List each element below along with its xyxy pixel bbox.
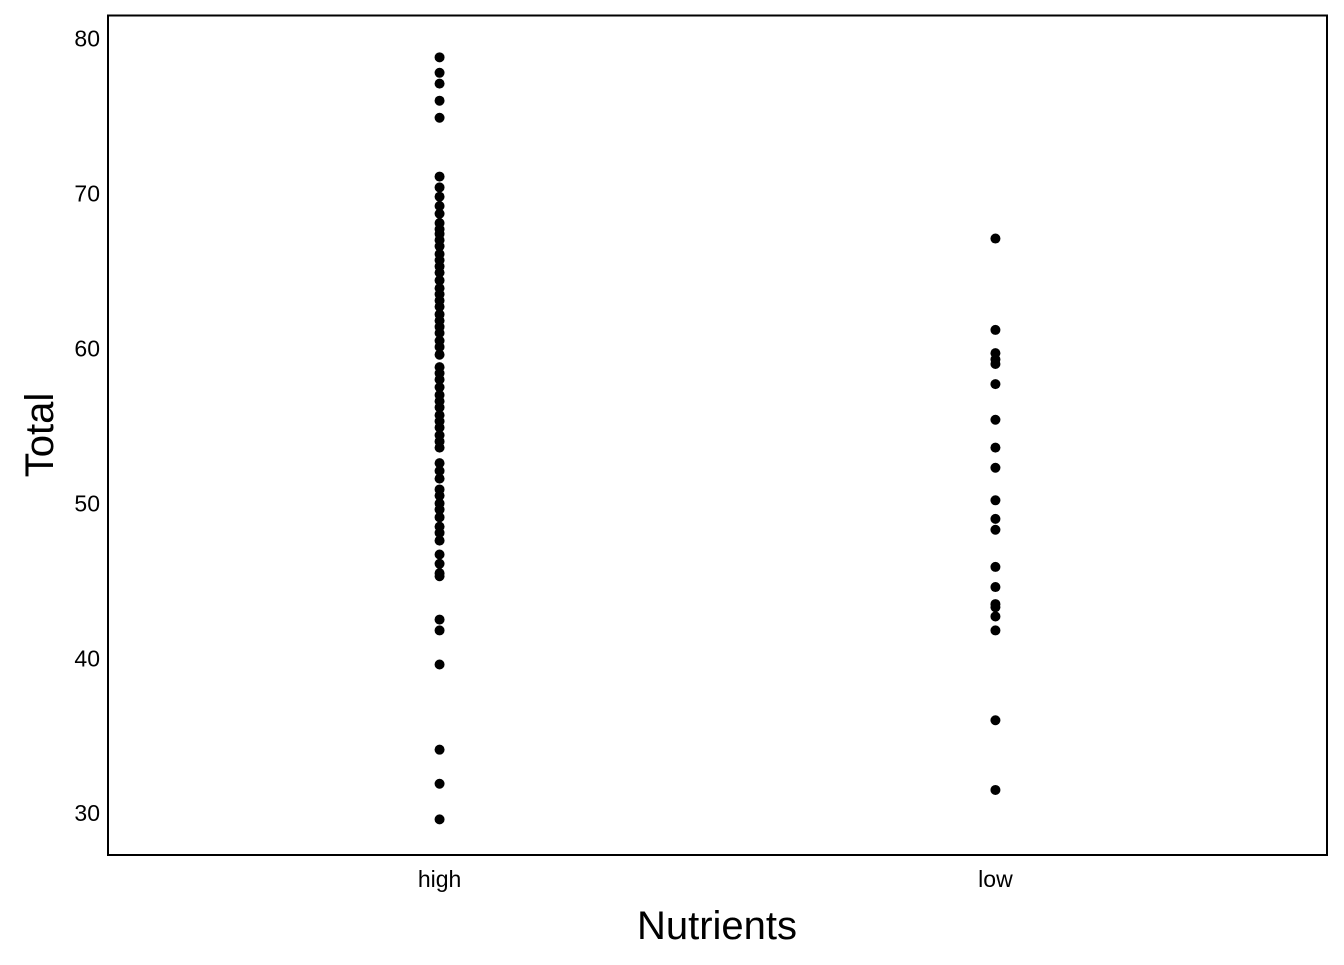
data-point-low: [990, 513, 1001, 524]
data-point-high: [434, 374, 445, 385]
y-tick-label: 50: [74, 490, 100, 516]
data-point-high: [434, 275, 445, 286]
data-point-high: [434, 349, 445, 360]
data-point-high: [434, 422, 445, 433]
data-point-high: [434, 67, 445, 78]
data-point-high: [434, 571, 445, 582]
data-point-high: [434, 382, 445, 393]
plot-panel-border: [107, 14, 1328, 856]
data-point-high: [434, 778, 445, 789]
data-point-high: [434, 442, 445, 453]
data-point-low: [990, 784, 1001, 795]
x-axis-ticks: high low: [418, 866, 1013, 892]
data-point-high: [434, 814, 445, 825]
data-point-high: [434, 341, 445, 352]
data-point-low: [990, 233, 1001, 244]
data-point-low: [990, 611, 1001, 622]
y-axis-title: Total: [18, 393, 62, 478]
data-point-high: [434, 625, 445, 636]
data-point-high: [434, 171, 445, 182]
data-points: [434, 52, 1001, 825]
y-tick-label: 40: [74, 645, 100, 671]
data-point-high: [434, 208, 445, 219]
data-point-high: [434, 744, 445, 755]
y-tick-label: 70: [74, 181, 100, 207]
data-point-high: [434, 112, 445, 123]
data-point-high: [434, 328, 445, 339]
data-point-low: [990, 602, 1001, 613]
x-axis-title: Nutrients: [637, 904, 797, 948]
data-point-high: [434, 201, 445, 212]
data-point-low: [990, 625, 1001, 636]
data-point-low: [990, 442, 1001, 453]
x-tick-label: low: [978, 866, 1013, 892]
data-point-low: [990, 414, 1001, 425]
data-point-high: [434, 512, 445, 523]
data-point-high: [434, 267, 445, 278]
y-tick-label: 60: [74, 336, 100, 362]
data-point-high: [434, 402, 445, 413]
data-point-low: [990, 379, 1001, 390]
data-point-high: [434, 490, 445, 501]
y-tick-label: 30: [74, 800, 100, 826]
data-point-low: [990, 715, 1001, 726]
data-point-low: [990, 462, 1001, 473]
data-point-high: [434, 535, 445, 546]
data-point-high: [434, 614, 445, 625]
y-axis-ticks: 30 40 50 60 70 80: [74, 26, 100, 826]
data-point-high: [434, 527, 445, 538]
data-point-low: [990, 524, 1001, 535]
data-point-high: [434, 504, 445, 515]
data-point-high: [434, 549, 445, 560]
data-point-high: [434, 241, 445, 252]
x-tick-label: high: [418, 866, 461, 892]
data-point-high: [434, 301, 445, 312]
data-point-high: [434, 95, 445, 106]
data-point-high: [434, 191, 445, 202]
data-point-low: [990, 561, 1001, 572]
data-point-high: [434, 52, 445, 63]
data-point-high: [434, 182, 445, 193]
data-point-high: [434, 558, 445, 569]
data-point-high: [434, 458, 445, 469]
data-point-high: [434, 473, 445, 484]
data-point-high: [434, 465, 445, 476]
data-point-low: [990, 495, 1001, 506]
data-point-high: [434, 78, 445, 89]
data-point-high: [434, 659, 445, 670]
data-point-low: [990, 359, 1001, 370]
data-point-low: [990, 582, 1001, 593]
y-tick-label: 80: [74, 26, 100, 52]
data-point-low: [990, 324, 1001, 335]
